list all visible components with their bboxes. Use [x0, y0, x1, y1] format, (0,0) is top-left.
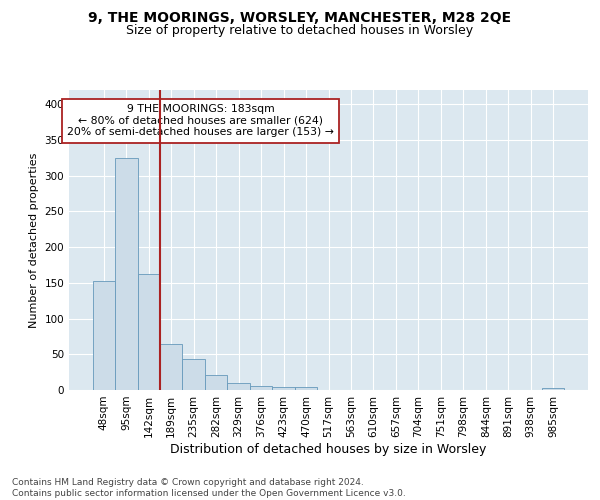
Text: 9, THE MOORINGS, WORSLEY, MANCHESTER, M28 2QE: 9, THE MOORINGS, WORSLEY, MANCHESTER, M2… — [88, 11, 512, 25]
Bar — [115, 158, 137, 390]
Bar — [137, 274, 160, 390]
Bar — [542, 388, 565, 390]
Text: Contains HM Land Registry data © Crown copyright and database right 2024.
Contai: Contains HM Land Registry data © Crown c… — [12, 478, 406, 498]
Bar — [295, 387, 317, 390]
Text: 9 THE MOORINGS: 183sqm
← 80% of detached houses are smaller (624)
20% of semi-de: 9 THE MOORINGS: 183sqm ← 80% of detached… — [67, 104, 334, 138]
Text: Size of property relative to detached houses in Worsley: Size of property relative to detached ho… — [127, 24, 473, 37]
Y-axis label: Number of detached properties: Number of detached properties — [29, 152, 39, 328]
Bar — [182, 360, 205, 390]
Bar — [250, 386, 272, 390]
Bar — [92, 282, 115, 390]
Bar — [272, 387, 295, 390]
Bar — [160, 344, 182, 390]
Bar — [205, 375, 227, 390]
Bar — [227, 383, 250, 390]
X-axis label: Distribution of detached houses by size in Worsley: Distribution of detached houses by size … — [170, 442, 487, 456]
